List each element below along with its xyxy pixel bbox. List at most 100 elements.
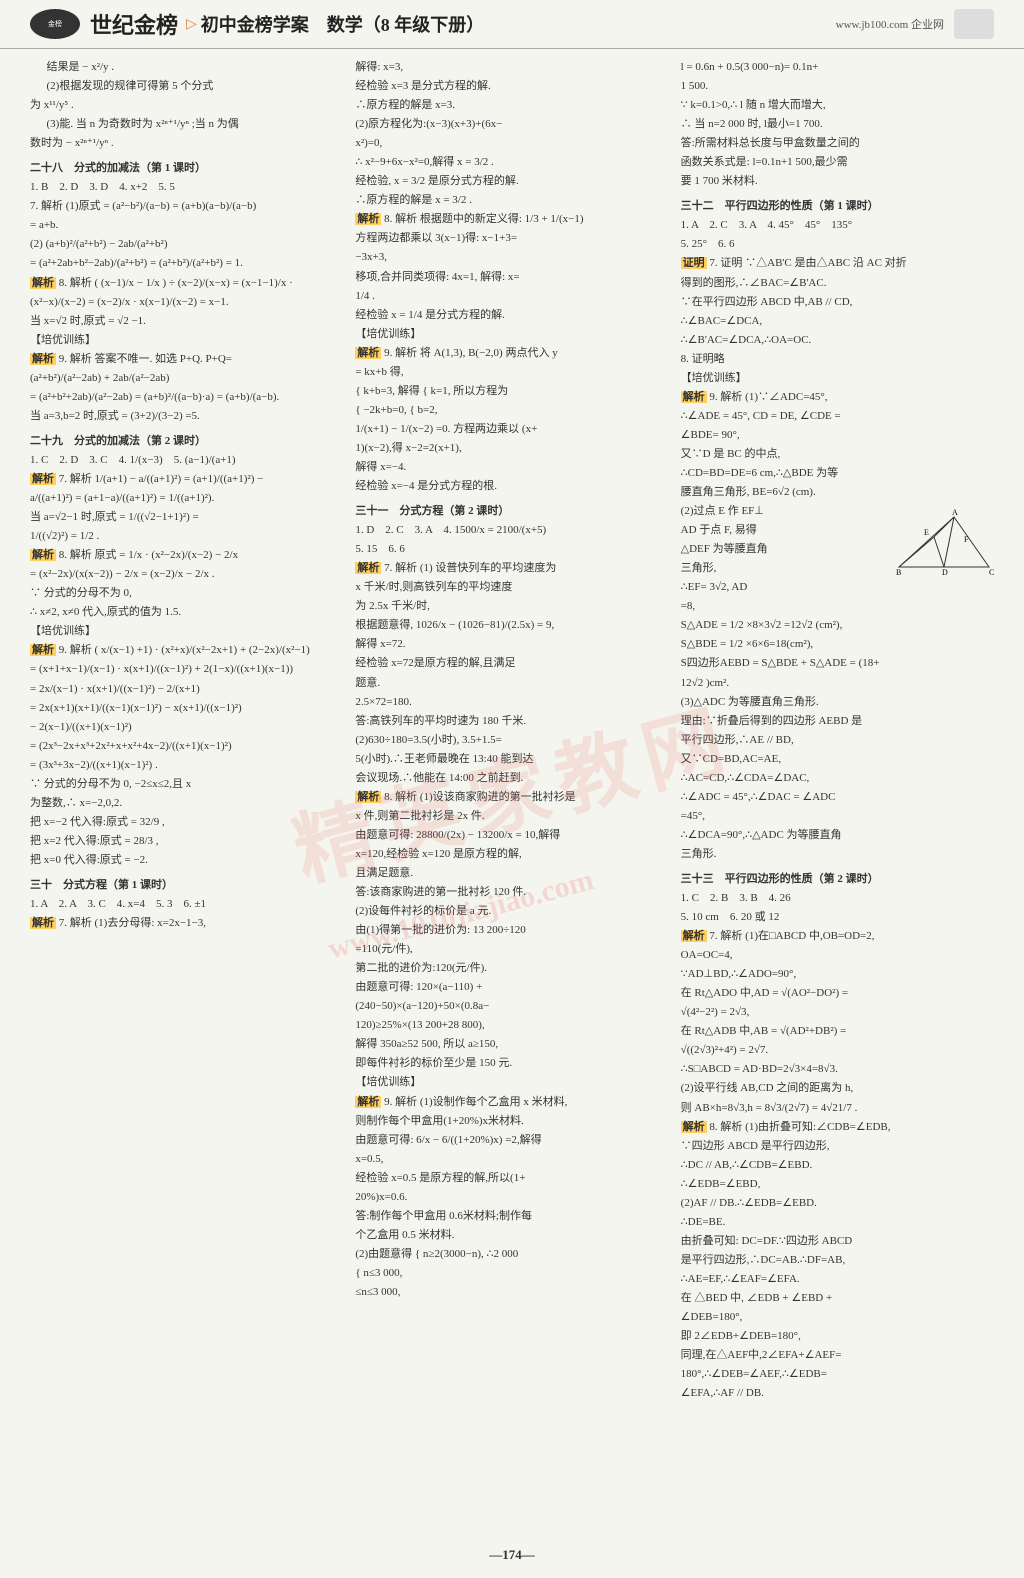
text: 8. 证明略	[681, 351, 994, 368]
text: ∴AE=EF,∴∠EAF=∠EFA.	[681, 1271, 994, 1288]
section-32-title: 三十二 平行四边形的性质（第 1 课时）	[681, 198, 994, 215]
text: = 2x/(x−1) · x(x+1)/((x−1)²) − 2/(x+1)	[30, 681, 343, 698]
text: −3x+3,	[355, 249, 668, 266]
text: x²)=0,	[355, 135, 668, 152]
svg-text:D: D	[942, 568, 948, 577]
text: ∠EFA,∴AF // DB.	[681, 1385, 994, 1402]
text: 12√2 )cm².	[681, 675, 994, 692]
text: △DEF 为等腰直角	[681, 541, 894, 558]
text: 由题意可得: 28800/(2x) − 13200/x = 10,解得	[355, 827, 668, 844]
text: 7. 解析 (1)原式 = (a²−b²)/(a−b) = (a+b)(a−b)…	[30, 198, 343, 215]
answers-28: 1. B 2. D 3. D 4. x+2 5. 5	[30, 179, 343, 196]
text: 为 2.5x 千米/时,	[355, 598, 668, 615]
text: 平行四边形,∴AE // BD,	[681, 732, 994, 749]
text: ∵在平行四边形 ABCD 中,AB // CD,	[681, 294, 994, 311]
text: 经检验 x=0.5 是原方程的解,所以(1+	[355, 1170, 668, 1187]
text: = (x+1+x−1)/(x−1) · x(x+1)/((x−1)²) + 2(…	[30, 661, 343, 678]
text: ∴∠ADE = 45°, CD = DE, ∠CDE =	[681, 408, 994, 425]
text: ∴∠ADC = 45°,∴∠DAC = ∠ADC	[681, 789, 994, 806]
text: x=120,经检验 x=120 是原方程的解,	[355, 846, 668, 863]
text: (2)根据发现的规律可得第 5 个分式	[30, 78, 343, 95]
text: ∴AC=CD,∴∠CDA=∠DAC,	[681, 770, 994, 787]
text: 经检验 x=3 是分式方程的解.	[355, 78, 668, 95]
text: 解析 7. 解析 (1) 设普快列车的平均速度为	[355, 560, 668, 577]
text: 2.5×72=180.	[355, 694, 668, 711]
text: ∴∠B'AC=∠DCA,∴OA=OC.	[681, 332, 994, 349]
text: ∵ k=0.1>0,∴ l 随 n 增大而增大,	[681, 97, 994, 114]
text: 解得 x=72.	[355, 636, 668, 653]
answers-32b: 5. 25° 6. 6	[681, 236, 994, 253]
text: 结果是 − x²/y .	[30, 59, 343, 76]
text: =45°,	[681, 808, 994, 825]
text: ∵ 分式的分母不为 0, −2≤x≤2,且 x	[30, 776, 343, 793]
answers-29: 1. C 2. D 3. C 4. 1/(x−3) 5. (a−1)/(a+1)	[30, 452, 343, 469]
text: 移项,合并同类项得: 4x=1, 解得: x=	[355, 269, 668, 286]
highlight: 解析	[355, 213, 381, 225]
text: 1/((√2)²) = 1/2 .	[30, 528, 343, 545]
text: 解析 9. 解析 将 A(1,3), B(−2,0) 两点代入 y	[355, 345, 668, 362]
text: 则 AB×h=8√3,h = 8√3/(2√7) = 4√21/7 .	[681, 1100, 994, 1117]
text: (2)设每件衬衫的标价是 a 元.	[355, 903, 668, 920]
text: 解得 350a≥52 500, 所以 a≥150,	[355, 1036, 668, 1053]
text: 要 1 700 米材料.	[681, 173, 994, 190]
highlight: 解析	[30, 353, 56, 365]
text: ∵四边形 ABCD 是平行四边形,	[681, 1138, 994, 1155]
text: ∴原方程的解是 x=3.	[355, 97, 668, 114]
text: (x²−x)/(x−2) = (x−2)/x · x(x−1)/(x−2) = …	[30, 294, 343, 311]
text: x=0.5,	[355, 1151, 668, 1168]
text: 解析 8. 解析 原式 = 1/x · (x²−2x)/(x−2) − 2/x	[30, 547, 343, 564]
text: (2) (a+b)²/(a²+b²) − 2ab/(a²+b²)	[30, 236, 343, 253]
text: ∴S□ABCD = AD·BD=2√3×4=8√3.	[681, 1061, 994, 1078]
text: 解析 9. 解析 ( x/(x−1) +1) · (x²+x)/(x²−2x+1…	[30, 642, 343, 659]
section-28-title: 二十八 分式的加减法（第 1 课时）	[30, 160, 343, 177]
answers-31b: 5. 15 6. 6	[355, 541, 668, 558]
text: 由题意可得: 6/x − 6/((1+20%)x) =2,解得	[355, 1132, 668, 1149]
page-header: 金榜 世纪金榜 ▷ 初中金榜学案 数学（8 年级下册） www.jb100.co…	[0, 0, 1024, 49]
training-label: 【培优训练】	[355, 1074, 668, 1091]
text: (2)过点 E 作 EF⊥	[681, 503, 894, 520]
text: S△ADE = 1/2 ×8×3√2 =12√2 (cm²),	[681, 617, 994, 634]
text: 解析 9. 解析 答案不唯一. 如选 P+Q. P+Q=	[30, 351, 343, 368]
brand-name: 世纪金榜	[90, 8, 178, 40]
text: l = 0.6n + 0.5(3 000−n)= 0.1n+	[681, 59, 994, 76]
highlight: 解析	[30, 549, 56, 561]
highlight: 解析	[355, 347, 381, 359]
text: =110(元/件),	[355, 941, 668, 958]
training-label: 【培优训练】	[30, 623, 343, 640]
text: 解析 7. 解析 1/(a+1) − a/((a+1)²) = (a+1)/((…	[30, 471, 343, 488]
highlight: 解析	[355, 1096, 381, 1108]
text: (240−50)×(a−120)+50×(0.8a−	[355, 998, 668, 1015]
text: 方程两边都乘以 3(x−1)得: x−1+3=	[355, 230, 668, 247]
corner-image	[954, 9, 994, 39]
text: 答:制作每个甲盒用 0.6米材料;制作每	[355, 1208, 668, 1225]
text: { k+b=3, 解得 { k=1, 所以方程为	[355, 383, 668, 400]
text: S四边形AEBD = S△BDE + S△ADE = (18+	[681, 655, 994, 672]
text: 解析 7. 解析 (1)去分母得: x=2x−1−3,	[30, 915, 343, 932]
text: 在 △BED 中, ∠EDB + ∠EBD +	[681, 1290, 994, 1307]
text: { −2k+b=0, { b=2,	[355, 402, 668, 419]
text: 解析 9. 解析 (1)设制作每个乙盒用 x 米材料,	[355, 1094, 668, 1111]
highlight: 解析	[681, 1121, 707, 1133]
text: 同理,在△AEF中,2∠EFA+∠AEF=	[681, 1347, 994, 1364]
text: (2)设平行线 AB,CD 之间的距离为 h,	[681, 1080, 994, 1097]
text: (3)△ADC 为等腰直角三角形.	[681, 694, 994, 711]
text: S△BDE = 1/2 ×6×6=18(cm²),	[681, 636, 994, 653]
text: ≤n≤3 000,	[355, 1284, 668, 1301]
text: ∠BDE= 90°,	[681, 427, 994, 444]
text: = 2x(x+1)(x+1)/((x−1)(x−1)²) − x(x+1)/((…	[30, 700, 343, 717]
triangle-diagram: A B C D E F	[894, 507, 994, 577]
text: 5(小时).∴王老师最晚在 13:40 能到达	[355, 751, 668, 768]
text: 把 x=0 代入得:原式 = −2.	[30, 852, 343, 869]
text: 当 x=√2 时,原式 = √2 −1.	[30, 313, 343, 330]
section-29-title: 二十九 分式的加减法（第 2 课时）	[30, 433, 343, 450]
text: AD 于点 F, 易得	[681, 522, 894, 539]
text: ∴DE=BE.	[681, 1214, 994, 1231]
text: 经检验 x=72是原方程的解,且满足	[355, 655, 668, 672]
text: 由(1)得第一批的进价为: 13 200÷120	[355, 922, 668, 939]
section-30-title: 三十 分式方程（第 1 课时）	[30, 877, 343, 894]
text: 1/(x+1) − 1/(x−2) =0. 方程两边乘以 (x+	[355, 421, 668, 438]
arrow-icon: ▷	[186, 16, 197, 33]
highlight: 解析	[355, 791, 381, 803]
text: 个乙盒用 0.5 米材料.	[355, 1227, 668, 1244]
answers-33: 1. C 2. B 3. B 4. 26	[681, 890, 994, 907]
